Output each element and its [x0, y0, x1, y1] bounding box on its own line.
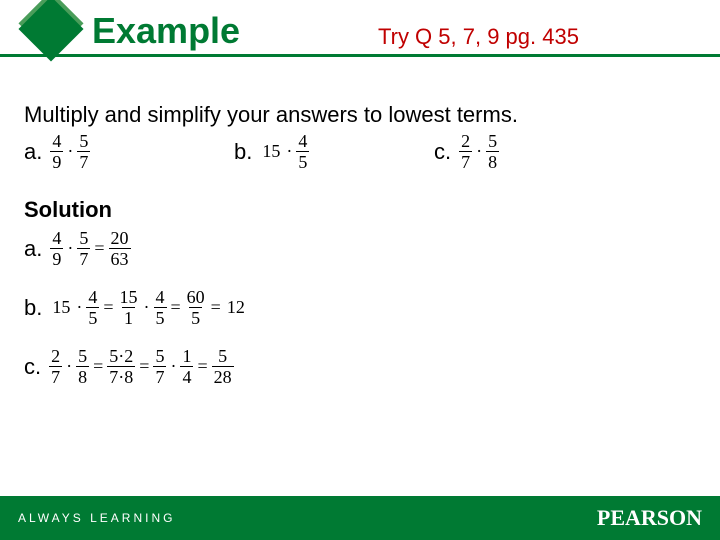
diamond-icon [18, 0, 83, 62]
problem-c: c. 27·58 [434, 132, 614, 171]
solution-c-label: c. [24, 354, 41, 380]
solution-b: b. 15·45=151·45=605=12 [24, 288, 696, 327]
solution-a-expr: 49·57=2063 [50, 229, 130, 268]
slide-title: Example [92, 10, 240, 52]
try-questions: Try Q 5, 7, 9 pg. 435 [378, 24, 579, 50]
slide-body: Multiply and simplify your answers to lo… [0, 66, 720, 386]
header-rule [0, 54, 720, 57]
solution-b-expr: 15·45=151·45=605=12 [50, 288, 246, 327]
problem-a-expr: 49·57 [50, 132, 90, 171]
problems-row: a. 49·57 b. 15·45 c. 27·58 [24, 132, 696, 171]
problem-c-label: c. [434, 139, 451, 165]
problem-a: a. 49·57 [24, 132, 234, 171]
footer-brand: PEARSON [597, 505, 702, 531]
solution-c-expr: 27·58=5·27·8=57·14=528 [49, 347, 233, 386]
instruction-text: Multiply and simplify your answers to lo… [24, 102, 696, 128]
slide-footer: ALWAYS LEARNING PEARSON [0, 496, 720, 540]
solution-c: c. 27·58=5·27·8=57·14=528 [24, 347, 696, 386]
slide-header: Example Try Q 5, 7, 9 pg. 435 [0, 0, 720, 66]
solution-a: a. 49·57=2063 [24, 229, 696, 268]
solution-heading: Solution [24, 197, 696, 223]
problem-b-expr: 15·45 [260, 132, 309, 171]
footer-tagline: ALWAYS LEARNING [18, 511, 175, 525]
problem-c-expr: 27·58 [459, 132, 499, 171]
problem-b: b. 15·45 [234, 132, 434, 171]
problem-a-label: a. [24, 139, 42, 165]
solution-a-label: a. [24, 236, 42, 262]
solution-b-label: b. [24, 295, 42, 321]
problem-b-label: b. [234, 139, 252, 165]
